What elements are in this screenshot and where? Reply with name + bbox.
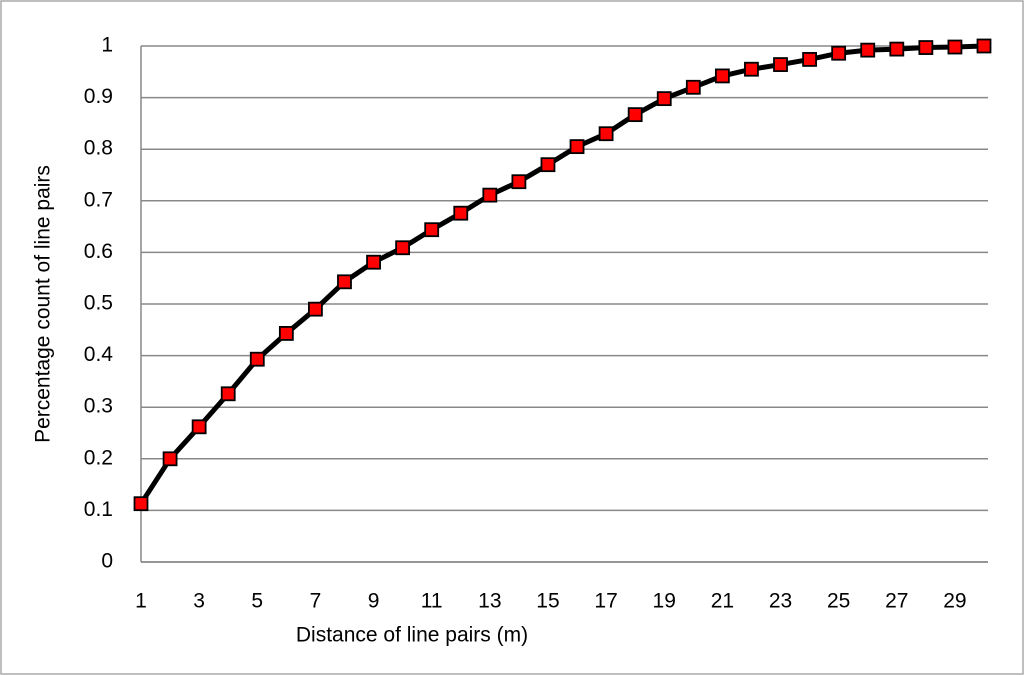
y-tick-label: 0.9 [84,85,113,108]
x-tick-label: 27 [885,590,908,613]
x-tick-label: 3 [193,590,205,613]
y-tick-label: 0.2 [84,446,113,469]
marker [685,79,701,95]
x-tick-label: 11 [421,590,443,613]
x-tick-label: 23 [769,590,792,613]
marker [744,61,759,77]
marker [337,274,352,290]
marker [511,174,527,190]
x-tick-label: 7 [310,590,322,613]
marker [540,157,556,173]
marker [802,52,817,67]
x-tick-label: 9 [368,590,380,613]
marker [366,254,381,270]
marker [773,57,788,72]
marker [598,126,614,142]
y-axis-label: Percentage count of line pairs [32,165,55,443]
y-tick-label: 0.1 [84,498,113,521]
x-tick-label: 13 [478,590,501,613]
marker [308,301,323,317]
x-tick-label: 29 [943,590,966,613]
marker [133,496,149,512]
y-tick-label: 1 [101,34,113,57]
y-tick-label: 0.6 [84,240,113,263]
marker [162,451,178,467]
marker [947,39,963,55]
x-tick-label: 19 [653,590,676,613]
y-tick-label: 0.8 [84,137,113,160]
y-tick-label: 0.7 [84,188,113,211]
marker [395,240,411,256]
marker [482,187,498,203]
y-tick-label: 0.3 [84,395,113,418]
y-tick-label: 0.5 [84,292,113,315]
marker [714,68,730,84]
marker [656,91,672,107]
marker [249,351,265,367]
marker [918,40,934,55]
marker [424,222,440,238]
marker [453,205,469,221]
x-tick-label: 21 [711,590,734,613]
x-tick-label: 1 [135,590,147,613]
marker [627,107,643,123]
marker [976,38,992,54]
x-axis-label: Distance of line pairs (m) [296,624,528,647]
x-tick-label: 15 [536,590,559,613]
marker [831,45,847,61]
marker [278,326,294,341]
marker [220,386,236,402]
marker [889,41,905,57]
y-tick-label: 0 [101,550,113,573]
marker [860,42,876,58]
x-tick-label: 17 [594,590,617,613]
marker [191,419,207,435]
x-tick-label: 5 [251,590,263,613]
y-tick-label: 0.4 [84,343,114,366]
marker [569,139,585,155]
x-tick-label: 25 [827,590,850,613]
